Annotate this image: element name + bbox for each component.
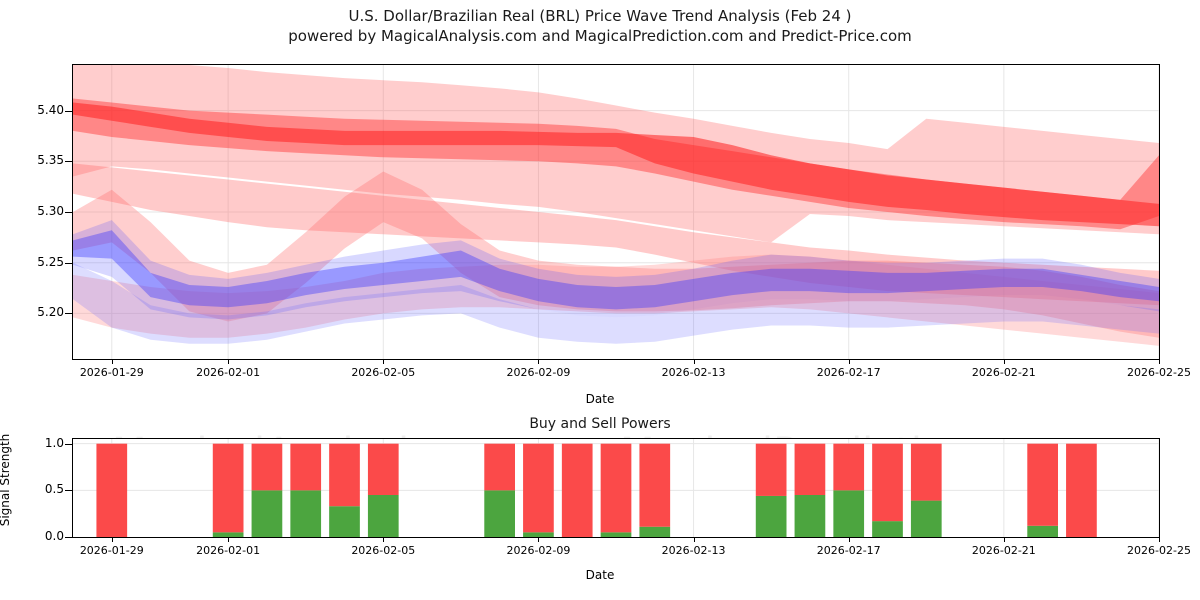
price-x-tick-mark: [1159, 359, 1160, 364]
signal-x-tick-mark: [848, 537, 850, 542]
price-y-tick: 5.35: [37, 153, 64, 168]
signal-bars-svg: [73, 439, 1159, 537]
signal-bar-sell[interactable]: [1027, 443, 1058, 526]
signal-x-tick-mark: [1159, 537, 1160, 542]
price-band-blue-band-outer: [73, 220, 1159, 320]
signal-bar-sell[interactable]: [96, 443, 128, 537]
signal-bar-buy[interactable]: [794, 495, 826, 537]
signal-bar-buy[interactable]: [484, 490, 515, 537]
signal-bar-sell[interactable]: [290, 443, 322, 491]
signal-x-tick-mark: [111, 537, 113, 542]
signal-bar-sell[interactable]: [755, 443, 787, 496]
price-plot-area: [72, 64, 1160, 360]
signal-x-tick: 2026-02-25: [1127, 544, 1191, 557]
signal-bar-sell[interactable]: [212, 443, 244, 533]
signal-x-tick-mark: [383, 537, 385, 542]
price-band-mid-red-sweep: [73, 171, 1159, 338]
signal-bar-sell[interactable]: [872, 443, 903, 522]
price-x-tick-mark: [538, 359, 540, 364]
signal-x-tick: 2026-02-05: [351, 544, 416, 557]
signal-bar-buy[interactable]: [212, 532, 244, 537]
price-x-tick-mark: [383, 359, 385, 364]
signal-plot-area: [72, 438, 1160, 538]
signal-y-tick-mark: [65, 443, 72, 445]
price-y-tick: 5.40: [37, 102, 64, 117]
signal-bar-buy[interactable]: [755, 495, 787, 537]
price-y-tick: 5.20: [37, 305, 64, 320]
title-line-2: powered by MagicalAnalysis.com and Magic…: [288, 27, 912, 45]
signal-bar-buy[interactable]: [290, 490, 322, 537]
signal-x-tick: 2026-02-17: [816, 544, 881, 557]
signal-bar-buy[interactable]: [600, 532, 632, 537]
signal-bar-sell[interactable]: [367, 443, 399, 495]
price-y-tick-mark: [65, 161, 72, 163]
signal-y-tick-mark: [65, 490, 72, 492]
price-y-tick: 5.30: [37, 204, 64, 218]
signal-y-tick: 1.0: [44, 435, 64, 450]
signal-x-tick-mark: [693, 537, 695, 542]
price-x-tick: 2026-02-05: [351, 366, 416, 379]
signal-bar-buy[interactable]: [1027, 525, 1058, 537]
signal-bar-buy[interactable]: [329, 506, 360, 537]
signal-x-tick: 2026-02-09: [506, 544, 571, 557]
signal-bar-sell[interactable]: [794, 443, 826, 495]
price-x-tick: 2026-02-25: [1127, 366, 1191, 379]
signal-bar-buy[interactable]: [910, 500, 942, 537]
signal-x-tick: 2026-02-01: [196, 544, 261, 557]
price-x-tick: 2026-02-01: [196, 366, 261, 379]
price-band-upper-red-band-core: [73, 102, 1159, 227]
price-x-tick: 2026-02-09: [506, 366, 571, 379]
signal-x-tick-mark: [538, 537, 540, 542]
signal-bar-buy[interactable]: [367, 495, 399, 537]
signal-y-tick: 0.5: [44, 482, 64, 497]
price-band-lower-red-tail: [73, 254, 1159, 346]
signal-bar-buy[interactable]: [639, 526, 671, 537]
signal-bar-sell[interactable]: [833, 443, 865, 491]
signal-bar-sell[interactable]: [523, 443, 554, 533]
price-x-tick: 2026-01-29: [79, 366, 144, 379]
signal-bar-sell[interactable]: [639, 443, 671, 527]
signal-x-tick: 2026-02-13: [661, 544, 726, 557]
signal-bar-sell[interactable]: [484, 443, 515, 491]
price-y-tick-mark: [65, 110, 72, 112]
price-x-tick-mark: [1003, 359, 1005, 364]
signal-y-tick-mark: [65, 537, 72, 538]
signal-x-axis-label: Date: [585, 568, 615, 582]
signal-bar-sell[interactable]: [1066, 443, 1097, 537]
signal-bar-buy[interactable]: [251, 490, 283, 537]
signal-bar-sell[interactable]: [600, 443, 632, 533]
price-band-blue-band-core: [73, 230, 1159, 310]
price-x-tick: 2026-02-21: [971, 366, 1036, 379]
price-x-axis-label: Date: [585, 392, 615, 406]
price-y-tick-mark: [65, 313, 72, 315]
price-x-tick: 2026-02-17: [816, 366, 881, 379]
signal-x-tick: 2026-02-21: [971, 544, 1036, 557]
price-x-tick: 2026-02-13: [661, 366, 726, 379]
signal-bar-sell[interactable]: [910, 443, 942, 501]
price-x-tick-mark: [848, 359, 850, 364]
signal-bar-sell[interactable]: [329, 443, 360, 507]
page-title: U.S. Dollar/Brazilian Real (BRL) Price W…: [0, 6, 1200, 46]
signal-bar-buy[interactable]: [872, 521, 903, 537]
price-y-tick-mark: [65, 262, 72, 264]
signal-y-tick: 0.0: [44, 529, 64, 543]
signal-x-tick-mark: [228, 537, 230, 542]
price-x-tick-mark: [228, 359, 230, 364]
price-y-tick-mark: [65, 212, 72, 213]
title-line-1: U.S. Dollar/Brazilian Real (BRL) Price W…: [348, 7, 852, 25]
signal-bar-buy[interactable]: [523, 532, 554, 537]
price-x-tick-mark: [693, 359, 695, 364]
price-x-tick-mark: [111, 359, 113, 364]
signal-bar-sell[interactable]: [251, 443, 283, 491]
signal-bar-sell[interactable]: [561, 443, 593, 537]
signal-chart-title: Buy and Sell Powers: [529, 416, 671, 432]
price-y-tick: 5.25: [37, 254, 64, 269]
price-band-descending-red-tail: [73, 163, 1159, 306]
price-bands-svg: [73, 65, 1159, 359]
signal-x-tick-mark: [1003, 537, 1005, 542]
signal-bar-buy[interactable]: [833, 490, 865, 537]
signal-x-tick: 2026-01-29: [79, 544, 144, 557]
price-band-blue-band-low: [73, 262, 1159, 344]
